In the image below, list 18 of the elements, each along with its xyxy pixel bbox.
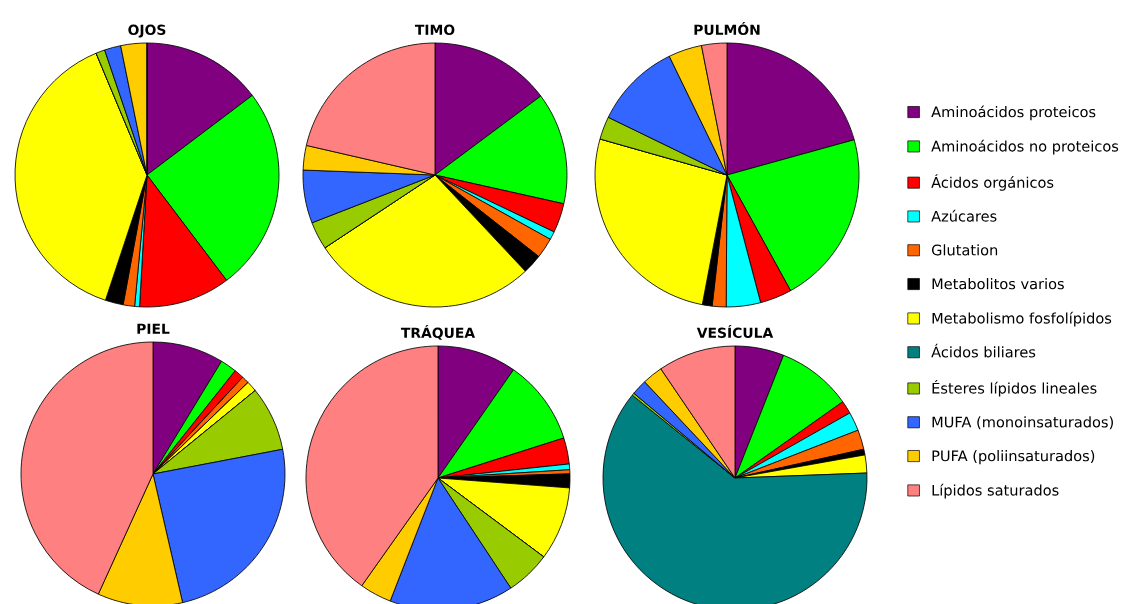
legend-label: Ácidos biliares bbox=[931, 343, 1036, 358]
legend-label: Glutation bbox=[931, 244, 998, 256]
legend-label: Aminoácidos no proteicos bbox=[931, 139, 1119, 155]
chart-title: OJOS bbox=[128, 24, 166, 38]
legend-label: Ácidos orgánicos bbox=[931, 174, 1054, 191]
legend-label: Aminoácidos proteicos bbox=[931, 105, 1096, 121]
legend-label: Lípidos saturados bbox=[932, 483, 1059, 499]
legend-label: MUFA (monoinsaturados) bbox=[932, 416, 1113, 430]
chart-title: TRÁQUEA bbox=[400, 324, 476, 340]
legend-label: Ésteres lípidos lineales bbox=[932, 380, 1097, 397]
legend-label: Metabolitos varios bbox=[932, 278, 1064, 290]
chart-title: PIEL bbox=[137, 323, 170, 334]
chart-title: PULMÓN bbox=[694, 21, 760, 36]
chart-title: TIMO bbox=[414, 24, 455, 36]
legend-label: Azúcares bbox=[931, 209, 997, 222]
chart-title: VESÍCULA bbox=[696, 324, 774, 339]
legend-label: PUFA (poliinsaturados) bbox=[932, 450, 1095, 465]
legend-label: Metabolismo fosfolípidos bbox=[932, 311, 1112, 327]
